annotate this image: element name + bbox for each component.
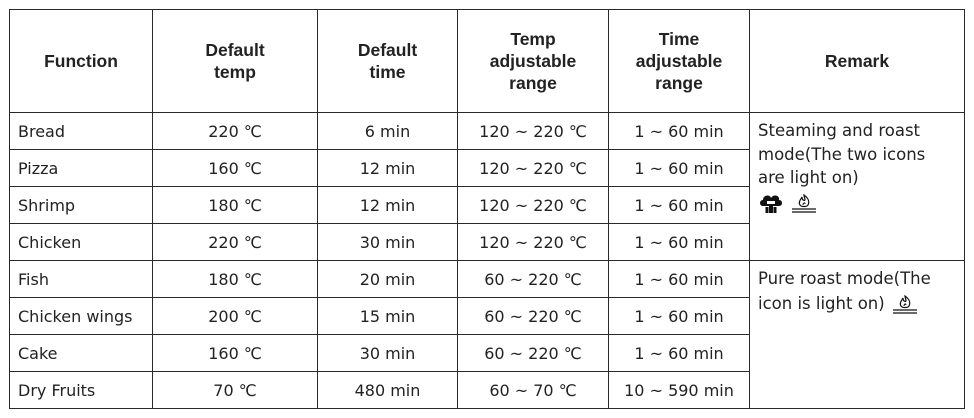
table-row: Fish 180 ℃ 20 min 60 ~ 220 ℃ 1 ~ 60 min … <box>9 260 965 409</box>
cell-function: Fish <box>9 260 153 298</box>
header-default-temp: Default temp <box>152 9 318 113</box>
cell-default-time: 12 min <box>317 186 458 224</box>
cell-default-temp: 180 ℃ <box>152 260 318 298</box>
cell-time-range: 10 ~ 590 min <box>608 371 750 409</box>
header-temp-range-label: Temp adjustable range <box>489 29 577 93</box>
cell-default-time: 30 min <box>317 223 458 261</box>
cell-default-temp: 220 ℃ <box>152 223 318 261</box>
steam-icon <box>758 194 789 213</box>
table-row: Chicken wings 200 ℃ 15 min 60 ~ 220 ℃ 1 … <box>9 297 965 335</box>
remark-icons <box>758 192 819 217</box>
header-remark: Remark <box>749 9 965 113</box>
header-default-time-label: Default time <box>357 40 418 82</box>
cell-function: Shrimp <box>9 186 153 224</box>
table-row: Pizza 160 ℃ 12 min 120 ~ 220 ℃ 1 ~ 60 mi… <box>9 149 965 187</box>
table-container: Function Default temp Default time Temp … <box>9 9 965 409</box>
remark-icon <box>890 293 920 318</box>
cell-function: Chicken wings <box>9 297 153 335</box>
cell-default-time: 30 min <box>317 334 458 372</box>
cell-time-range: 1 ~ 60 min <box>608 149 750 187</box>
cell-default-temp: 70 ℃ <box>152 371 318 409</box>
cell-default-time: 6 min <box>317 112 458 150</box>
header-function: Function <box>9 9 153 113</box>
cell-default-time: 480 min <box>317 371 458 409</box>
remark-steam-roast-text: Steaming and roast mode(The two icons ar… <box>758 121 926 187</box>
table-row: Bread 220 ℃ 6 min 120 ~ 220 ℃ 1 ~ 60 min… <box>9 112 965 261</box>
cell-default-time: 15 min <box>317 297 458 335</box>
cell-time-range: 1 ~ 60 min <box>608 186 750 224</box>
header-temp-range: Temp adjustable range <box>457 9 609 113</box>
remark-pure-roast: Pure roast mode(The icon is light on) <box>749 260 965 409</box>
cell-time-range: 1 ~ 60 min <box>608 112 750 150</box>
cell-default-time: 12 min <box>317 149 458 187</box>
cell-default-temp: 200 ℃ <box>152 297 318 335</box>
header-default-time: Default time <box>317 9 458 113</box>
remark-steam-roast: Steaming and roast mode(The two icons ar… <box>749 112 965 261</box>
cell-temp-range: 60 ~ 220 ℃ <box>457 334 609 372</box>
cell-time-range: 1 ~ 60 min <box>608 260 750 298</box>
cell-default-temp: 180 ℃ <box>152 186 318 224</box>
header-time-range-label: Time adjustable range <box>635 29 723 93</box>
header-row: Function Default temp Default time Temp … <box>9 9 965 113</box>
cell-time-range: 1 ~ 60 min <box>608 223 750 261</box>
cell-temp-range: 60 ~ 220 ℃ <box>457 260 609 298</box>
cell-function: Bread <box>9 112 153 150</box>
roast-icon <box>890 294 920 314</box>
cell-default-temp: 160 ℃ <box>152 334 318 372</box>
table-row: Dry Fruits 70 ℃ 480 min 60 ~ 70 ℃ 10 ~ 5… <box>9 371 965 409</box>
cell-function: Chicken <box>9 223 153 261</box>
cell-time-range: 1 ~ 60 min <box>608 297 750 335</box>
cell-function: Dry Fruits <box>9 371 153 409</box>
cell-time-range: 1 ~ 60 min <box>608 334 750 372</box>
table-row: Chicken 220 ℃ 30 min 120 ~ 220 ℃ 1 ~ 60 … <box>9 223 965 261</box>
cell-temp-range: 120 ~ 220 ℃ <box>457 112 609 150</box>
cell-temp-range: 60 ~ 220 ℃ <box>457 297 609 335</box>
header-time-range: Time adjustable range <box>608 9 750 113</box>
cell-temp-range: 60 ~ 70 ℃ <box>457 371 609 409</box>
cell-default-temp: 160 ℃ <box>152 149 318 187</box>
cell-temp-range: 120 ~ 220 ℃ <box>457 223 609 261</box>
cell-default-temp: 220 ℃ <box>152 112 318 150</box>
table-row: Cake 160 ℃ 30 min 60 ~ 220 ℃ 1 ~ 60 min <box>9 334 965 372</box>
cell-temp-range: 120 ~ 220 ℃ <box>457 149 609 187</box>
header-default-temp-label: Default temp <box>205 40 265 82</box>
remark-pure-roast-text: Pure roast mode(The icon is light on) <box>758 269 931 313</box>
cell-function: Cake <box>9 334 153 372</box>
roast-icon <box>789 193 819 213</box>
cell-default-time: 20 min <box>317 260 458 298</box>
cell-function: Pizza <box>9 149 153 187</box>
cell-temp-range: 120 ~ 220 ℃ <box>457 186 609 224</box>
function-table: Function Default temp Default time Temp … <box>9 9 965 409</box>
